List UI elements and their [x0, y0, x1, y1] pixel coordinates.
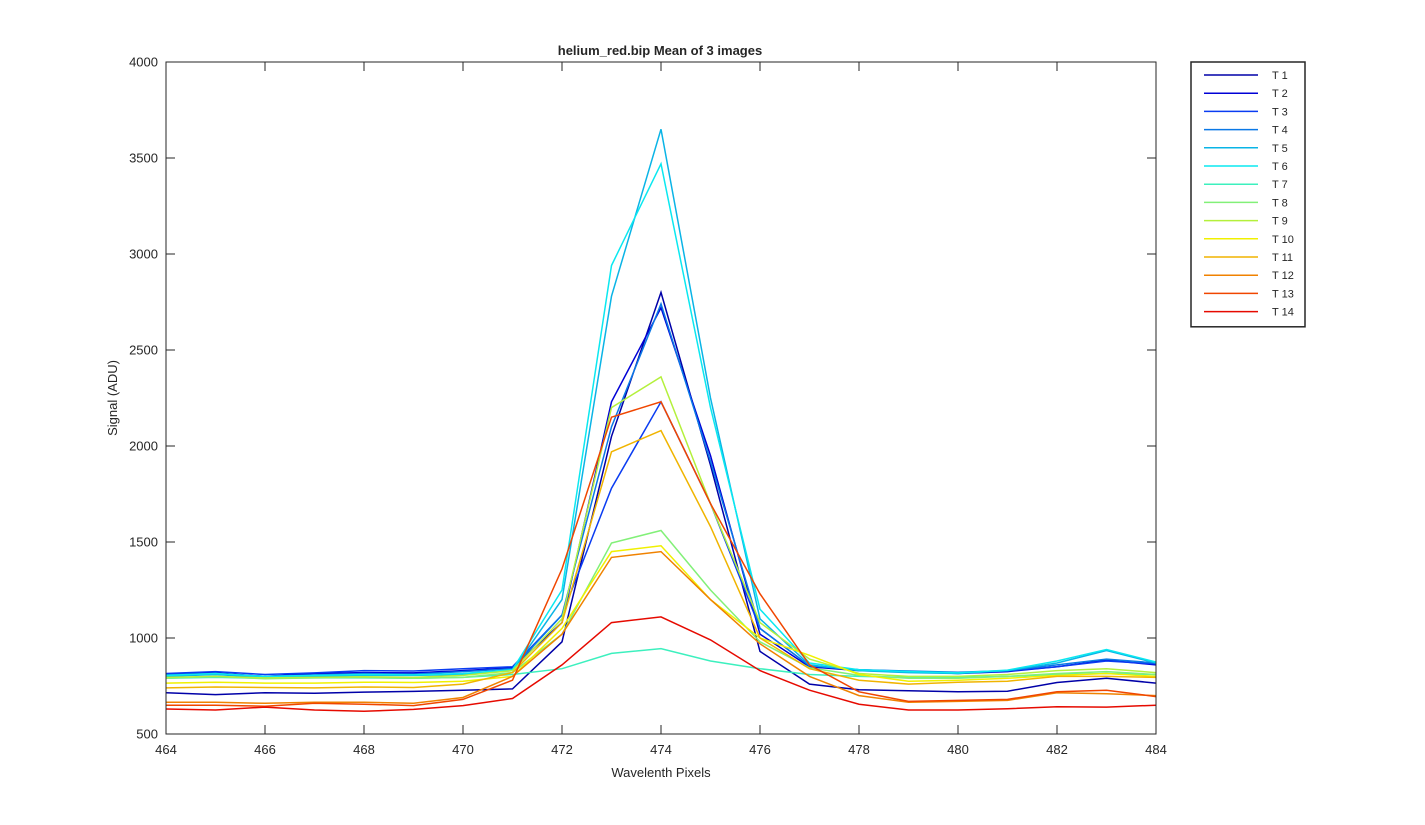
legend-label: T 6 — [1272, 161, 1288, 173]
series-line-3 — [166, 400, 1156, 676]
y-tick-label: 2000 — [129, 439, 158, 454]
x-tick-label: 476 — [749, 742, 771, 757]
legend-label: T 4 — [1272, 125, 1288, 137]
x-tick-label: 474 — [650, 742, 672, 757]
chart-title: helium_red.bip Mean of 3 images — [558, 43, 762, 58]
x-tick-label: 466 — [254, 742, 276, 757]
series-line-4 — [166, 301, 1156, 678]
y-tick-label: 500 — [136, 727, 158, 742]
legend-label: T 5 — [1272, 143, 1288, 155]
y-tick-label: 2500 — [129, 343, 158, 358]
series-line-2 — [166, 305, 1156, 678]
legend-box — [1190, 61, 1306, 328]
y-tick-label: 3500 — [129, 151, 158, 166]
y-tick-label: 4000 — [129, 55, 158, 70]
x-tick-label: 484 — [1145, 742, 1167, 757]
x-tick-label: 470 — [452, 742, 474, 757]
series-layer — [166, 128, 1156, 713]
x-tick-label: 482 — [1046, 742, 1068, 757]
series-line-12 — [166, 550, 1156, 705]
series-line-8 — [166, 529, 1156, 680]
series-line-10 — [166, 545, 1156, 684]
series-line-9 — [166, 375, 1156, 679]
legend: T 1 T 2 T 3 T 4 T 5 T 6 T 7 T 8 T 9 T 10 T 11 T 12 T… — [1190, 61, 1306, 328]
legend-label: T 3 — [1272, 106, 1288, 118]
series-line-6 — [166, 161, 1156, 678]
x-tick-label: 464 — [155, 742, 177, 757]
legend-label: T 14 — [1272, 307, 1294, 319]
y-axis: 500 1000 1500 2000 2500 3000 3500 4000 — [129, 55, 1156, 742]
x-tick-label: 480 — [947, 742, 969, 757]
series-line-13 — [166, 400, 1156, 707]
y-axis-label: Signal (ADU) — [105, 360, 120, 436]
y-tick-label: 3000 — [129, 247, 158, 262]
legend-label: T 2 — [1272, 88, 1288, 100]
x-tick-label: 472 — [551, 742, 573, 757]
legend-label: T 8 — [1272, 197, 1288, 209]
x-tick-label: 468 — [353, 742, 375, 757]
legend-label: T 11 — [1272, 252, 1293, 264]
legend-label: T 9 — [1272, 216, 1288, 228]
y-tick-label: 1500 — [129, 535, 158, 550]
legend-label: T 1 — [1272, 70, 1288, 82]
x-axis: 464 466 468 470 472 474 476 478 480 482 484 — [155, 62, 1167, 757]
x-axis-label: Wavelenth Pixels — [611, 765, 711, 780]
series-line-11 — [166, 429, 1156, 689]
legend-label: T 7 — [1272, 179, 1288, 191]
legend-label: T 13 — [1272, 288, 1294, 300]
series-line-1 — [166, 289, 1156, 696]
y-tick-label: 1000 — [129, 631, 158, 646]
x-tick-label: 478 — [848, 742, 870, 757]
series-line-14 — [166, 616, 1156, 713]
legend-label: T 12 — [1272, 270, 1294, 282]
legend-label: T 10 — [1272, 234, 1294, 246]
